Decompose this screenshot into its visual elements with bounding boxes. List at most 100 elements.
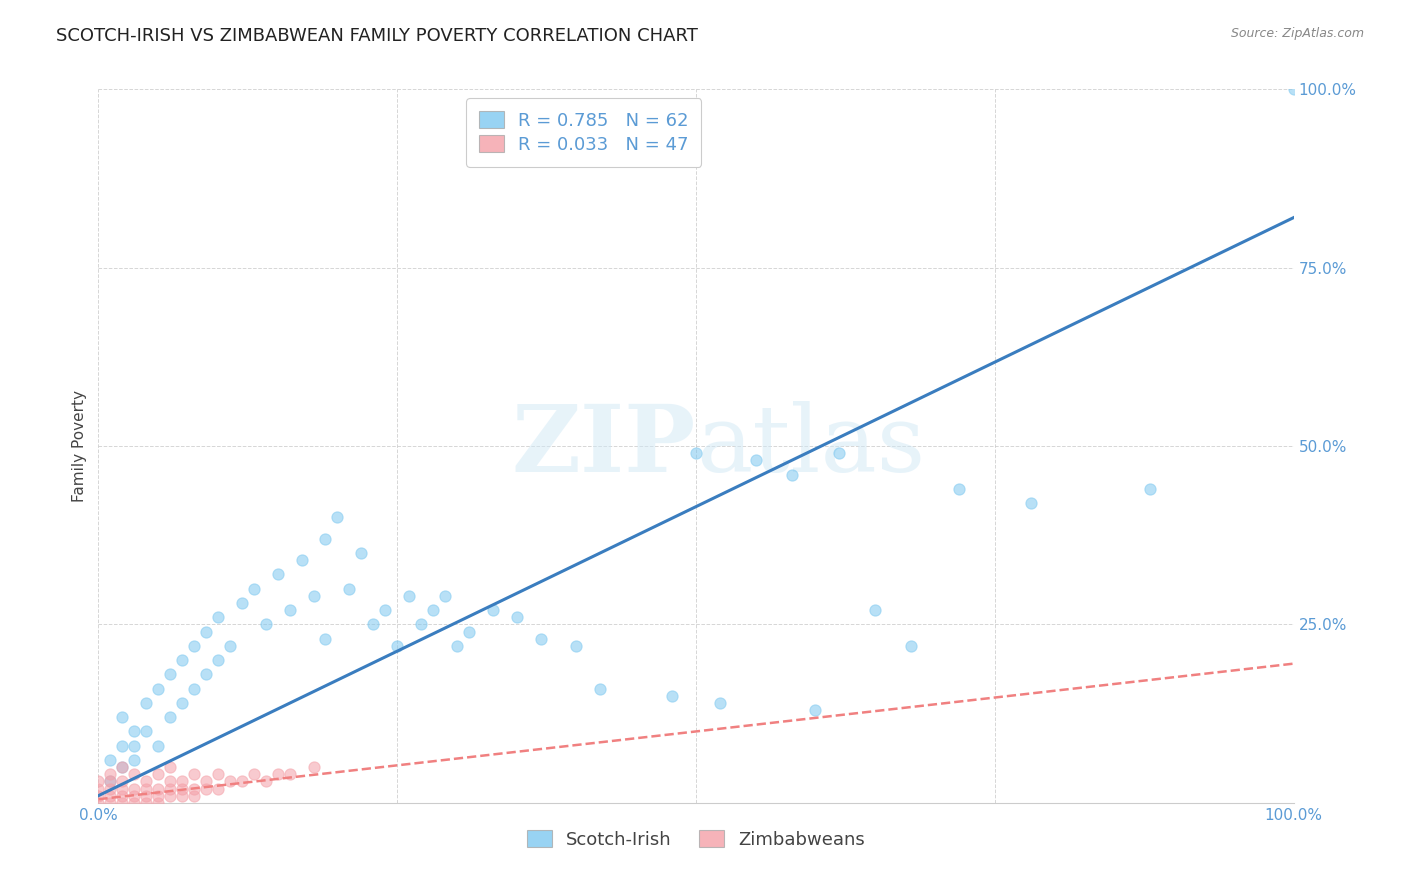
Point — [1139, 482, 1161, 496]
Point — [422, 603, 444, 617]
Point — [148, 739, 170, 753]
Text: ZIP: ZIP — [512, 401, 696, 491]
Point — [219, 774, 242, 789]
Point — [183, 781, 205, 796]
Point — [315, 532, 337, 546]
Point — [243, 767, 266, 781]
Point — [183, 767, 205, 781]
Point — [87, 796, 110, 810]
Point — [98, 789, 122, 803]
Point — [124, 724, 146, 739]
Point — [565, 639, 588, 653]
Point — [661, 689, 683, 703]
Point — [363, 617, 385, 632]
Text: SCOTCH-IRISH VS ZIMBABWEAN FAMILY POVERTY CORRELATION CHART: SCOTCH-IRISH VS ZIMBABWEAN FAMILY POVERT… — [56, 27, 699, 45]
Point — [385, 639, 409, 653]
Point — [124, 781, 146, 796]
Text: Source: ZipAtlas.com: Source: ZipAtlas.com — [1230, 27, 1364, 40]
Point — [481, 603, 505, 617]
Point — [135, 774, 157, 789]
Point — [446, 639, 468, 653]
Point — [302, 589, 325, 603]
Point — [458, 624, 481, 639]
Point — [98, 774, 122, 789]
Point — [207, 653, 229, 667]
Point — [98, 796, 122, 810]
Point — [589, 681, 612, 696]
Point — [398, 589, 420, 603]
Point — [195, 781, 218, 796]
Y-axis label: Family Poverty: Family Poverty — [72, 390, 87, 502]
Point — [98, 774, 122, 789]
Point — [243, 582, 266, 596]
Point — [135, 796, 157, 810]
Point — [172, 653, 194, 667]
Point — [159, 710, 181, 724]
Point — [948, 482, 970, 496]
Point — [278, 767, 301, 781]
Point — [374, 603, 396, 617]
Point — [124, 767, 146, 781]
Point — [148, 767, 170, 781]
Point — [135, 724, 157, 739]
Point — [124, 739, 146, 753]
Point — [124, 796, 146, 810]
Point — [326, 510, 349, 524]
Point — [207, 610, 229, 624]
Point — [207, 781, 229, 796]
Point — [709, 696, 731, 710]
Point — [159, 781, 181, 796]
Point — [111, 796, 134, 810]
Point — [159, 667, 181, 681]
Point — [98, 781, 122, 796]
Point — [254, 617, 277, 632]
Point — [865, 603, 887, 617]
Point — [159, 789, 181, 803]
Point — [135, 781, 157, 796]
Point — [111, 774, 134, 789]
Point — [195, 667, 218, 681]
Point — [111, 739, 134, 753]
Point — [111, 781, 134, 796]
Point — [780, 467, 803, 482]
Point — [1282, 82, 1305, 96]
Point — [172, 781, 194, 796]
Point — [278, 603, 301, 617]
Point — [302, 760, 325, 774]
Text: atlas: atlas — [696, 401, 925, 491]
Point — [183, 639, 205, 653]
Point — [111, 760, 134, 774]
Point — [434, 589, 457, 603]
Point — [87, 774, 110, 789]
Point — [195, 774, 218, 789]
Point — [111, 760, 134, 774]
Point — [350, 546, 373, 560]
Point — [148, 681, 170, 696]
Point — [148, 796, 170, 810]
Point — [98, 753, 122, 767]
Point — [183, 789, 205, 803]
Point — [148, 781, 170, 796]
Point — [183, 681, 205, 696]
Point — [530, 632, 553, 646]
Point — [111, 710, 134, 724]
Point — [506, 610, 529, 624]
Point — [159, 760, 181, 774]
Point — [685, 446, 707, 460]
Point — [745, 453, 768, 467]
Point — [111, 789, 134, 803]
Point — [267, 567, 290, 582]
Point — [172, 696, 194, 710]
Point — [339, 582, 361, 596]
Point — [804, 703, 827, 717]
Point — [900, 639, 922, 653]
Point — [411, 617, 433, 632]
Point — [172, 789, 194, 803]
Point — [135, 696, 157, 710]
Point — [87, 789, 110, 803]
Point — [172, 774, 194, 789]
Point — [124, 789, 146, 803]
Point — [124, 753, 146, 767]
Point — [315, 632, 337, 646]
Point — [87, 781, 110, 796]
